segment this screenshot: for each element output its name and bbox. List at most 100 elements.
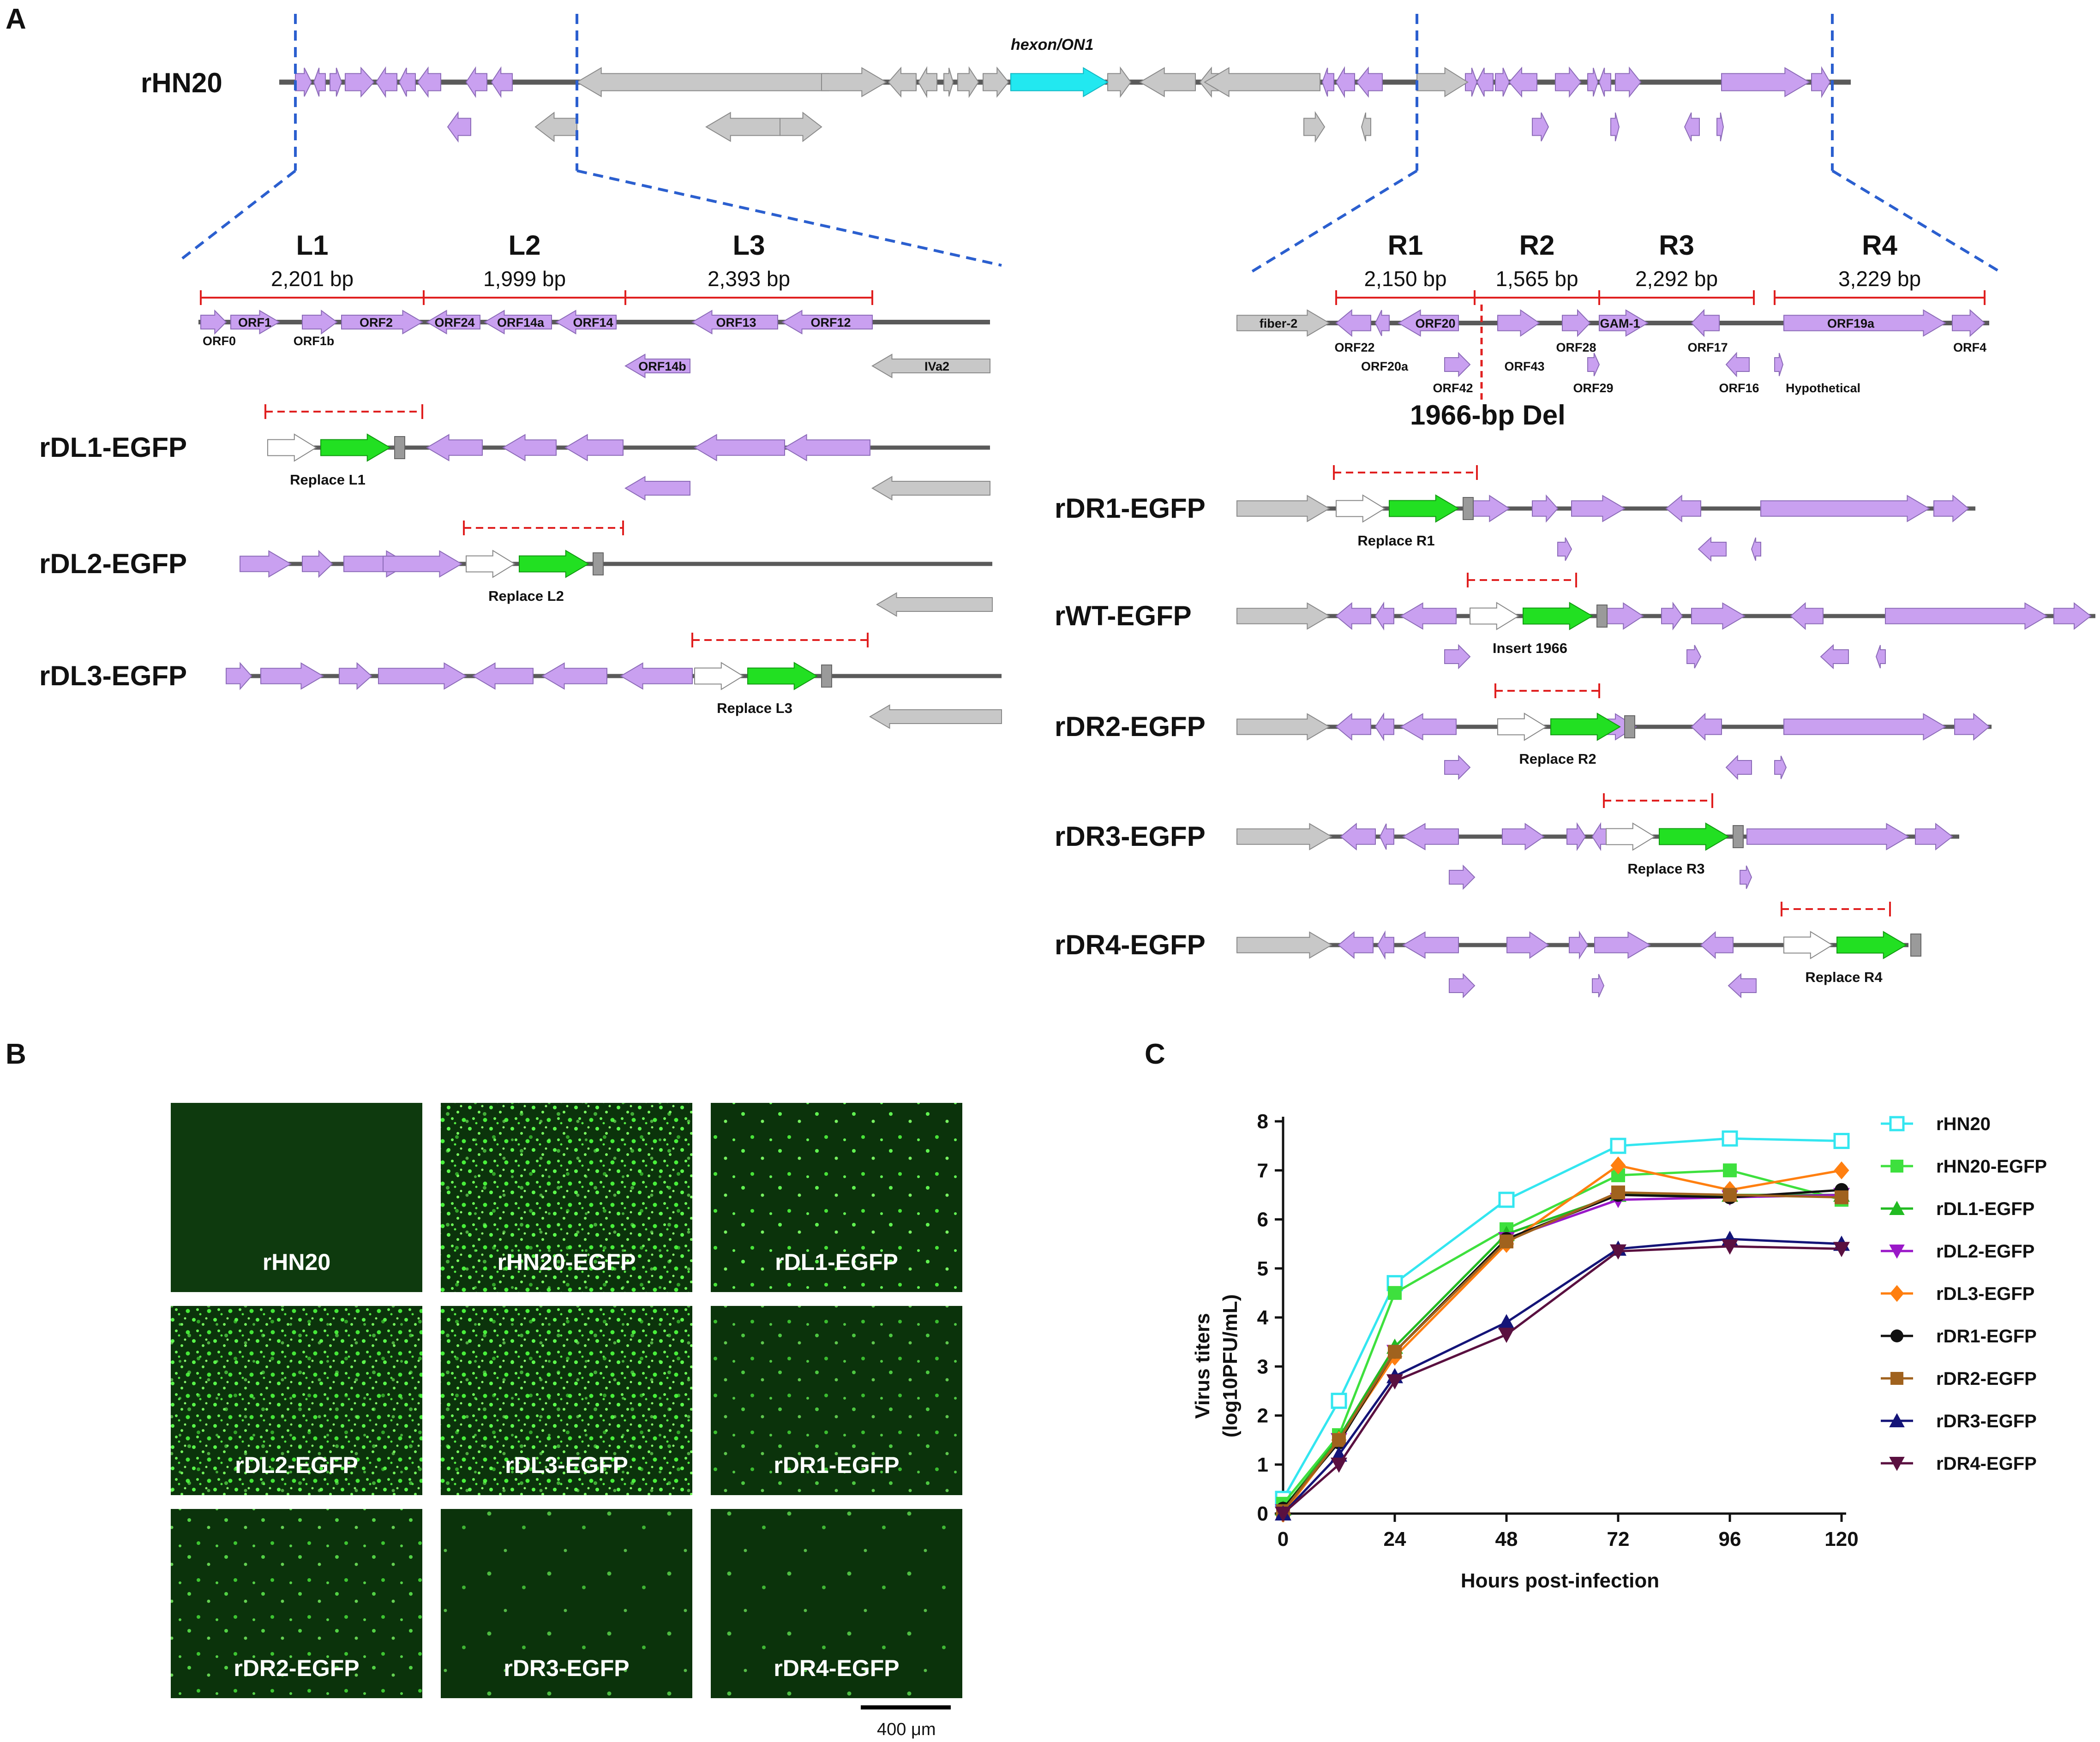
orf-arrow	[1335, 602, 1371, 630]
construct-name: rDR1-EGFP	[1055, 493, 1206, 524]
polya-box	[1463, 497, 1474, 520]
fluorescence-texture	[441, 1306, 692, 1495]
data-point	[1500, 1234, 1513, 1249]
fluorescence-texture	[171, 1306, 422, 1495]
x-tick-label: 0	[1278, 1528, 1289, 1550]
data-point	[1723, 1188, 1737, 1202]
orf-arrow	[1725, 754, 1752, 780]
micrograph-label: rDL2-EGFP	[235, 1452, 358, 1478]
micrograph-label: rHN20-EGFP	[497, 1249, 636, 1275]
egfp-arrow	[1389, 494, 1459, 523]
orf-arrow	[1661, 601, 1683, 631]
orf-arrow	[1562, 309, 1591, 337]
y-tick-label: 0	[1257, 1503, 1268, 1525]
series-line	[1282, 1193, 1842, 1512]
orf-arrow	[624, 476, 690, 501]
series-line	[1282, 1193, 1842, 1509]
region-size-R3: 2,292 bp	[1635, 267, 1718, 291]
data-point	[1388, 1345, 1402, 1359]
gene-label: ORF42	[1433, 381, 1473, 395]
replace-label: Replace R2	[1519, 751, 1596, 767]
orf-arrow	[1566, 822, 1586, 851]
orf-arrow	[1811, 66, 1831, 98]
x-tick-label: 120	[1824, 1528, 1858, 1550]
promoter-arrow	[1606, 822, 1656, 851]
orf-arrow	[691, 310, 778, 335]
region-name-R1: R1	[1388, 230, 1423, 261]
construct-name: rDL3-EGFP	[39, 660, 187, 691]
gene-label: ORF16	[1719, 381, 1759, 395]
data-point	[1889, 1201, 1905, 1215]
series-line	[1282, 1238, 1842, 1515]
panel-b-micrographs: B rHN20 rHN20-EGFP rDL1-EGFP rDL2-EGFP rDL3-…	[6, 1038, 962, 1739]
y-tick-label: 1	[1257, 1454, 1268, 1476]
orf-arrow	[1820, 644, 1849, 670]
orf-arrow	[1933, 494, 1969, 523]
orf-arrow	[1532, 494, 1559, 523]
orf-arrow	[1691, 309, 1720, 337]
late-gene-arrow	[1303, 111, 1326, 143]
orf-arrow	[1508, 66, 1537, 98]
region-size-L2: 1,999 bp	[483, 267, 566, 291]
orf-arrow	[1698, 536, 1727, 562]
data-point	[1890, 1329, 1903, 1342]
replace-label: Replace L1	[290, 472, 366, 488]
micrograph-label: rDR3-EGFP	[504, 1655, 629, 1681]
fluorescence-texture	[441, 1103, 692, 1292]
orf-arrow	[1497, 309, 1540, 337]
panel-a-genome-maps: A rHN20 hexon/ON1 L1 2,201 bp L2 1,999 bp L3…	[6, 3, 2095, 999]
data-point	[1833, 1133, 1850, 1149]
orf-arrow	[624, 353, 690, 378]
series-rDR1-EGFP	[1276, 1183, 1848, 1516]
data-point	[1498, 1328, 1515, 1343]
data-point	[1331, 1393, 1347, 1409]
orf-arrow	[295, 67, 312, 97]
polya-box	[1624, 715, 1635, 738]
orf-arrow	[1402, 823, 1459, 850]
orf-arrow	[1356, 66, 1383, 98]
egfp-arrow	[1836, 931, 1907, 959]
region-name-L3: L3	[732, 230, 765, 261]
data-point	[1722, 1130, 1738, 1147]
data-point	[1275, 1507, 1291, 1522]
late-gene-arrow	[983, 66, 1009, 98]
orf-arrow	[1449, 864, 1476, 890]
data-point	[1331, 1457, 1347, 1473]
data-point	[1833, 1242, 1850, 1257]
micrograph-tile: rDR1-EGFP	[711, 1306, 962, 1495]
orf-arrow	[1465, 67, 1478, 97]
orf-arrow	[1760, 495, 1930, 522]
late-gene-arrow	[871, 476, 990, 501]
promoter-arrow	[1470, 602, 1519, 630]
orf-arrow	[1728, 973, 1757, 999]
orf-arrow	[784, 434, 870, 461]
gene-label: ORF13	[716, 316, 756, 329]
orf-arrow	[1398, 309, 1459, 337]
promoter-arrow	[466, 550, 516, 578]
y-tick-label: 7	[1257, 1159, 1268, 1182]
panel-b-letter: B	[6, 1038, 26, 1070]
late-gene-arrow	[1236, 823, 1332, 850]
late-gene-arrow	[1236, 602, 1330, 630]
region-size-R4: 3,229 bp	[1838, 267, 1921, 291]
micrograph-grid: rHN20 rHN20-EGFP rDL1-EGFP rDL2-EGFP rDL3-EG…	[171, 1103, 962, 1698]
orf-arrow	[1716, 112, 1724, 142]
orf-arrow	[1610, 112, 1620, 142]
orf-arrow	[1444, 644, 1471, 670]
orf-arrow	[345, 66, 375, 98]
orf-arrow	[1400, 602, 1457, 630]
y-tick-label: 4	[1257, 1306, 1269, 1329]
orf-arrow	[491, 66, 513, 98]
micrograph-tile: rDL3-EGFP	[441, 1306, 692, 1495]
construct-row: rDR1-EGFP Replace R1	[1055, 465, 1975, 562]
gene-label: ORF28	[1556, 341, 1596, 354]
orf-arrow	[1335, 309, 1371, 337]
orf-arrow	[1476, 67, 1494, 97]
orf-arrow	[1374, 712, 1394, 742]
right-end-gene-map: fiber-2 ORF20 GAM-1 ORF19a ORF22 ORF20a ORF42 O…	[1236, 309, 1989, 395]
series-rDL3-EGFP	[1275, 1156, 1849, 1523]
orf-arrow	[1594, 931, 1651, 959]
construct-name: rWT-EGFP	[1055, 600, 1192, 631]
fluorescence-texture	[711, 1306, 962, 1495]
gene-label: ORF17	[1687, 341, 1728, 354]
